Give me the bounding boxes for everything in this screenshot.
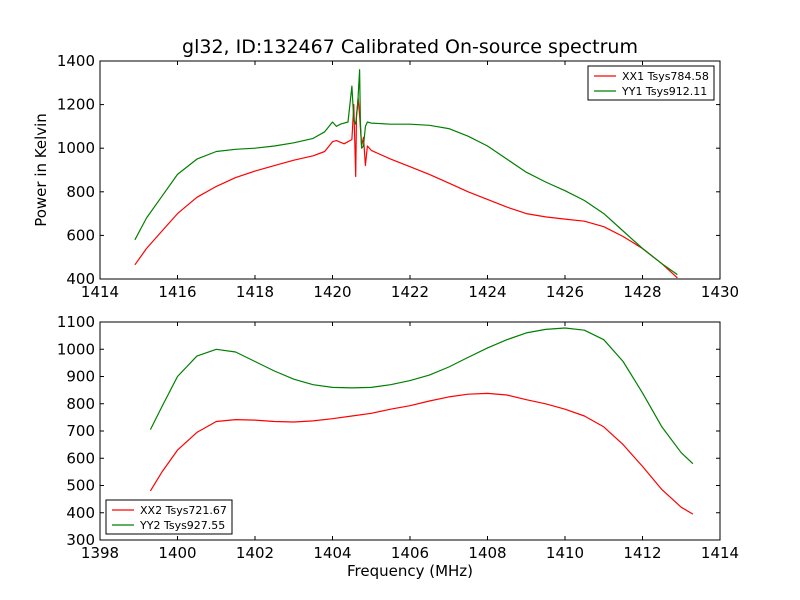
y-tick-label: 1100 [57, 313, 95, 331]
series-group [149, 327, 694, 515]
legend-label: XX1 Tsys784.58 [622, 70, 709, 83]
y-axis-label: Power in Kelvin [32, 113, 50, 227]
x-tick-label: 1406 [391, 544, 429, 562]
y-tick-label: 300 [66, 531, 95, 549]
legend-label: YY1 Tsys912.11 [621, 85, 707, 98]
x-tick-label: 1422 [391, 283, 429, 301]
y-tick-label: 600 [66, 226, 95, 244]
top-subplot: 1414 1416 1418 1420 1422 1424 1426 1428 1430 400 6… [32, 52, 739, 301]
x-tick-label: 1414 [81, 283, 119, 301]
x-tick-label: 1402 [236, 544, 274, 562]
x-tick-label: 1416 [158, 283, 196, 301]
x-tick-label: 1420 [313, 283, 351, 301]
legend-box [105, 499, 233, 535]
series-line-xx2 [149, 392, 694, 515]
y-tick-label: 1000 [57, 340, 95, 358]
y-tick-label: 600 [66, 449, 95, 467]
series-line-yy2 [149, 327, 694, 465]
y-tick-label: 1400 [57, 52, 95, 70]
y-tick-label: 900 [66, 368, 95, 386]
x-tick-label: 1398 [81, 544, 119, 562]
x-tick-label: 1400 [158, 544, 196, 562]
legend: XX1 Tsys784.58 YY1 Tsys912.11 [587, 65, 715, 101]
y-tick-label: 700 [66, 422, 95, 440]
x-tick-label: 1424 [468, 283, 506, 301]
x-tick-label: 1410 [546, 544, 584, 562]
legend-box [587, 65, 715, 101]
y-tick-label: 400 [66, 504, 95, 522]
y-tick-label: 1200 [57, 96, 95, 114]
series-line-yy1 [134, 69, 678, 276]
x-tick-label: 1430 [701, 283, 739, 301]
legend-label: YY2 Tsys927.55 [139, 519, 225, 532]
series-group [134, 69, 678, 279]
x-tick-label: 1426 [546, 283, 584, 301]
y-tick-label: 500 [66, 477, 95, 495]
x-tick-label: 1412 [623, 544, 661, 562]
x-axis-label: Frequency (MHz) [347, 562, 473, 580]
x-tick-label: 1404 [313, 544, 351, 562]
x-tick-label: 1408 [468, 544, 506, 562]
y-tick-label: 800 [66, 395, 95, 413]
chart-title: gl32, ID:132467 Calibrated On-source spe… [182, 36, 638, 58]
bottom-subplot: 1398 1400 1402 1404 1406 1408 1410 1412 1414 300 4… [57, 313, 739, 580]
y-tick-label: 400 [66, 270, 95, 288]
x-tick-label: 1428 [623, 283, 661, 301]
legend-label: XX2 Tsys721.67 [140, 504, 227, 517]
y-tick-label: 1000 [57, 139, 95, 157]
x-tick-label: 1418 [236, 283, 274, 301]
y-tick-label: 800 [66, 183, 95, 201]
x-tick-label: 1414 [701, 544, 739, 562]
legend: XX2 Tsys721.67 YY2 Tsys927.55 [105, 499, 233, 535]
